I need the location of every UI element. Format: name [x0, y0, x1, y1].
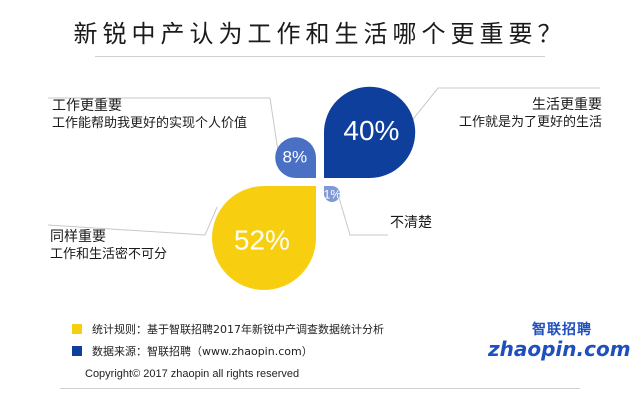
- value-label-3: 1%: [324, 187, 342, 201]
- zhaopin-logo: 智联招聘 zhaopin.com: [488, 319, 631, 361]
- copyright: Copyright© 2017 zhaopin all rights reser…: [85, 368, 300, 380]
- notes: 统计规则：基于智联招聘2017年新锐中产调查数据统计分析 数据来源：智联招聘（w…: [72, 318, 384, 362]
- label-work-more-important: 工作更重要 工作能帮助我更好的实现个人价值: [52, 98, 247, 132]
- leader-line-unclear: [337, 195, 388, 236]
- label-life-desc: 工作就是为了更好的生活: [458, 115, 602, 130]
- navy-square-icon: [72, 346, 82, 356]
- label-unclear: 不清楚: [390, 215, 432, 232]
- label-unclear-title: 不清楚: [390, 215, 432, 231]
- leader-line-life: [405, 87, 600, 129]
- note-source: 数据来源：智联招聘（www.zhaopin.com）: [72, 340, 384, 362]
- label-work-title: 工作更重要: [52, 98, 122, 114]
- petal-life-40: [324, 86, 416, 178]
- leader-line-equal: [47, 206, 218, 236]
- note-rule-text: 统计规则：基于智联招聘2017年新锐中产调查数据统计分析: [92, 323, 384, 336]
- bottom-divider: [60, 388, 580, 389]
- note-rule: 统计规则：基于智联招聘2017年新锐中产调查数据统计分析: [72, 318, 384, 340]
- title-divider: [95, 56, 545, 57]
- leader-line-work: [48, 97, 280, 160]
- label-equal-title: 同样重要: [50, 229, 106, 245]
- label-life-more-important: 生活更重要 工作就是为了更好的生活: [459, 97, 602, 131]
- chart-title: 新锐中产认为工作和生活哪个更重要？: [73, 20, 567, 48]
- petal-unclear-1: [324, 186, 340, 202]
- label-work-desc: 工作能帮助我更好的实现个人价值: [52, 116, 248, 131]
- value-label-2: 52%: [234, 225, 290, 256]
- label-equally-important: 同样重要 工作和生活密不可分: [50, 229, 167, 263]
- label-equal-desc: 工作和生活密不可分: [50, 247, 168, 262]
- petal-work-8: [275, 137, 316, 178]
- note-source-text: 数据来源：智联招聘（www.zhaopin.com）: [92, 345, 313, 358]
- label-life-title: 生活更重要: [532, 97, 602, 113]
- value-label-0: 40%: [343, 115, 399, 146]
- yellow-square-icon: [72, 324, 82, 334]
- value-label-1: 8%: [282, 147, 307, 166]
- logo-en: zhaopin.com: [488, 337, 631, 361]
- logo-cn: 智联招聘: [532, 322, 592, 338]
- petal-equal-52: [212, 186, 316, 290]
